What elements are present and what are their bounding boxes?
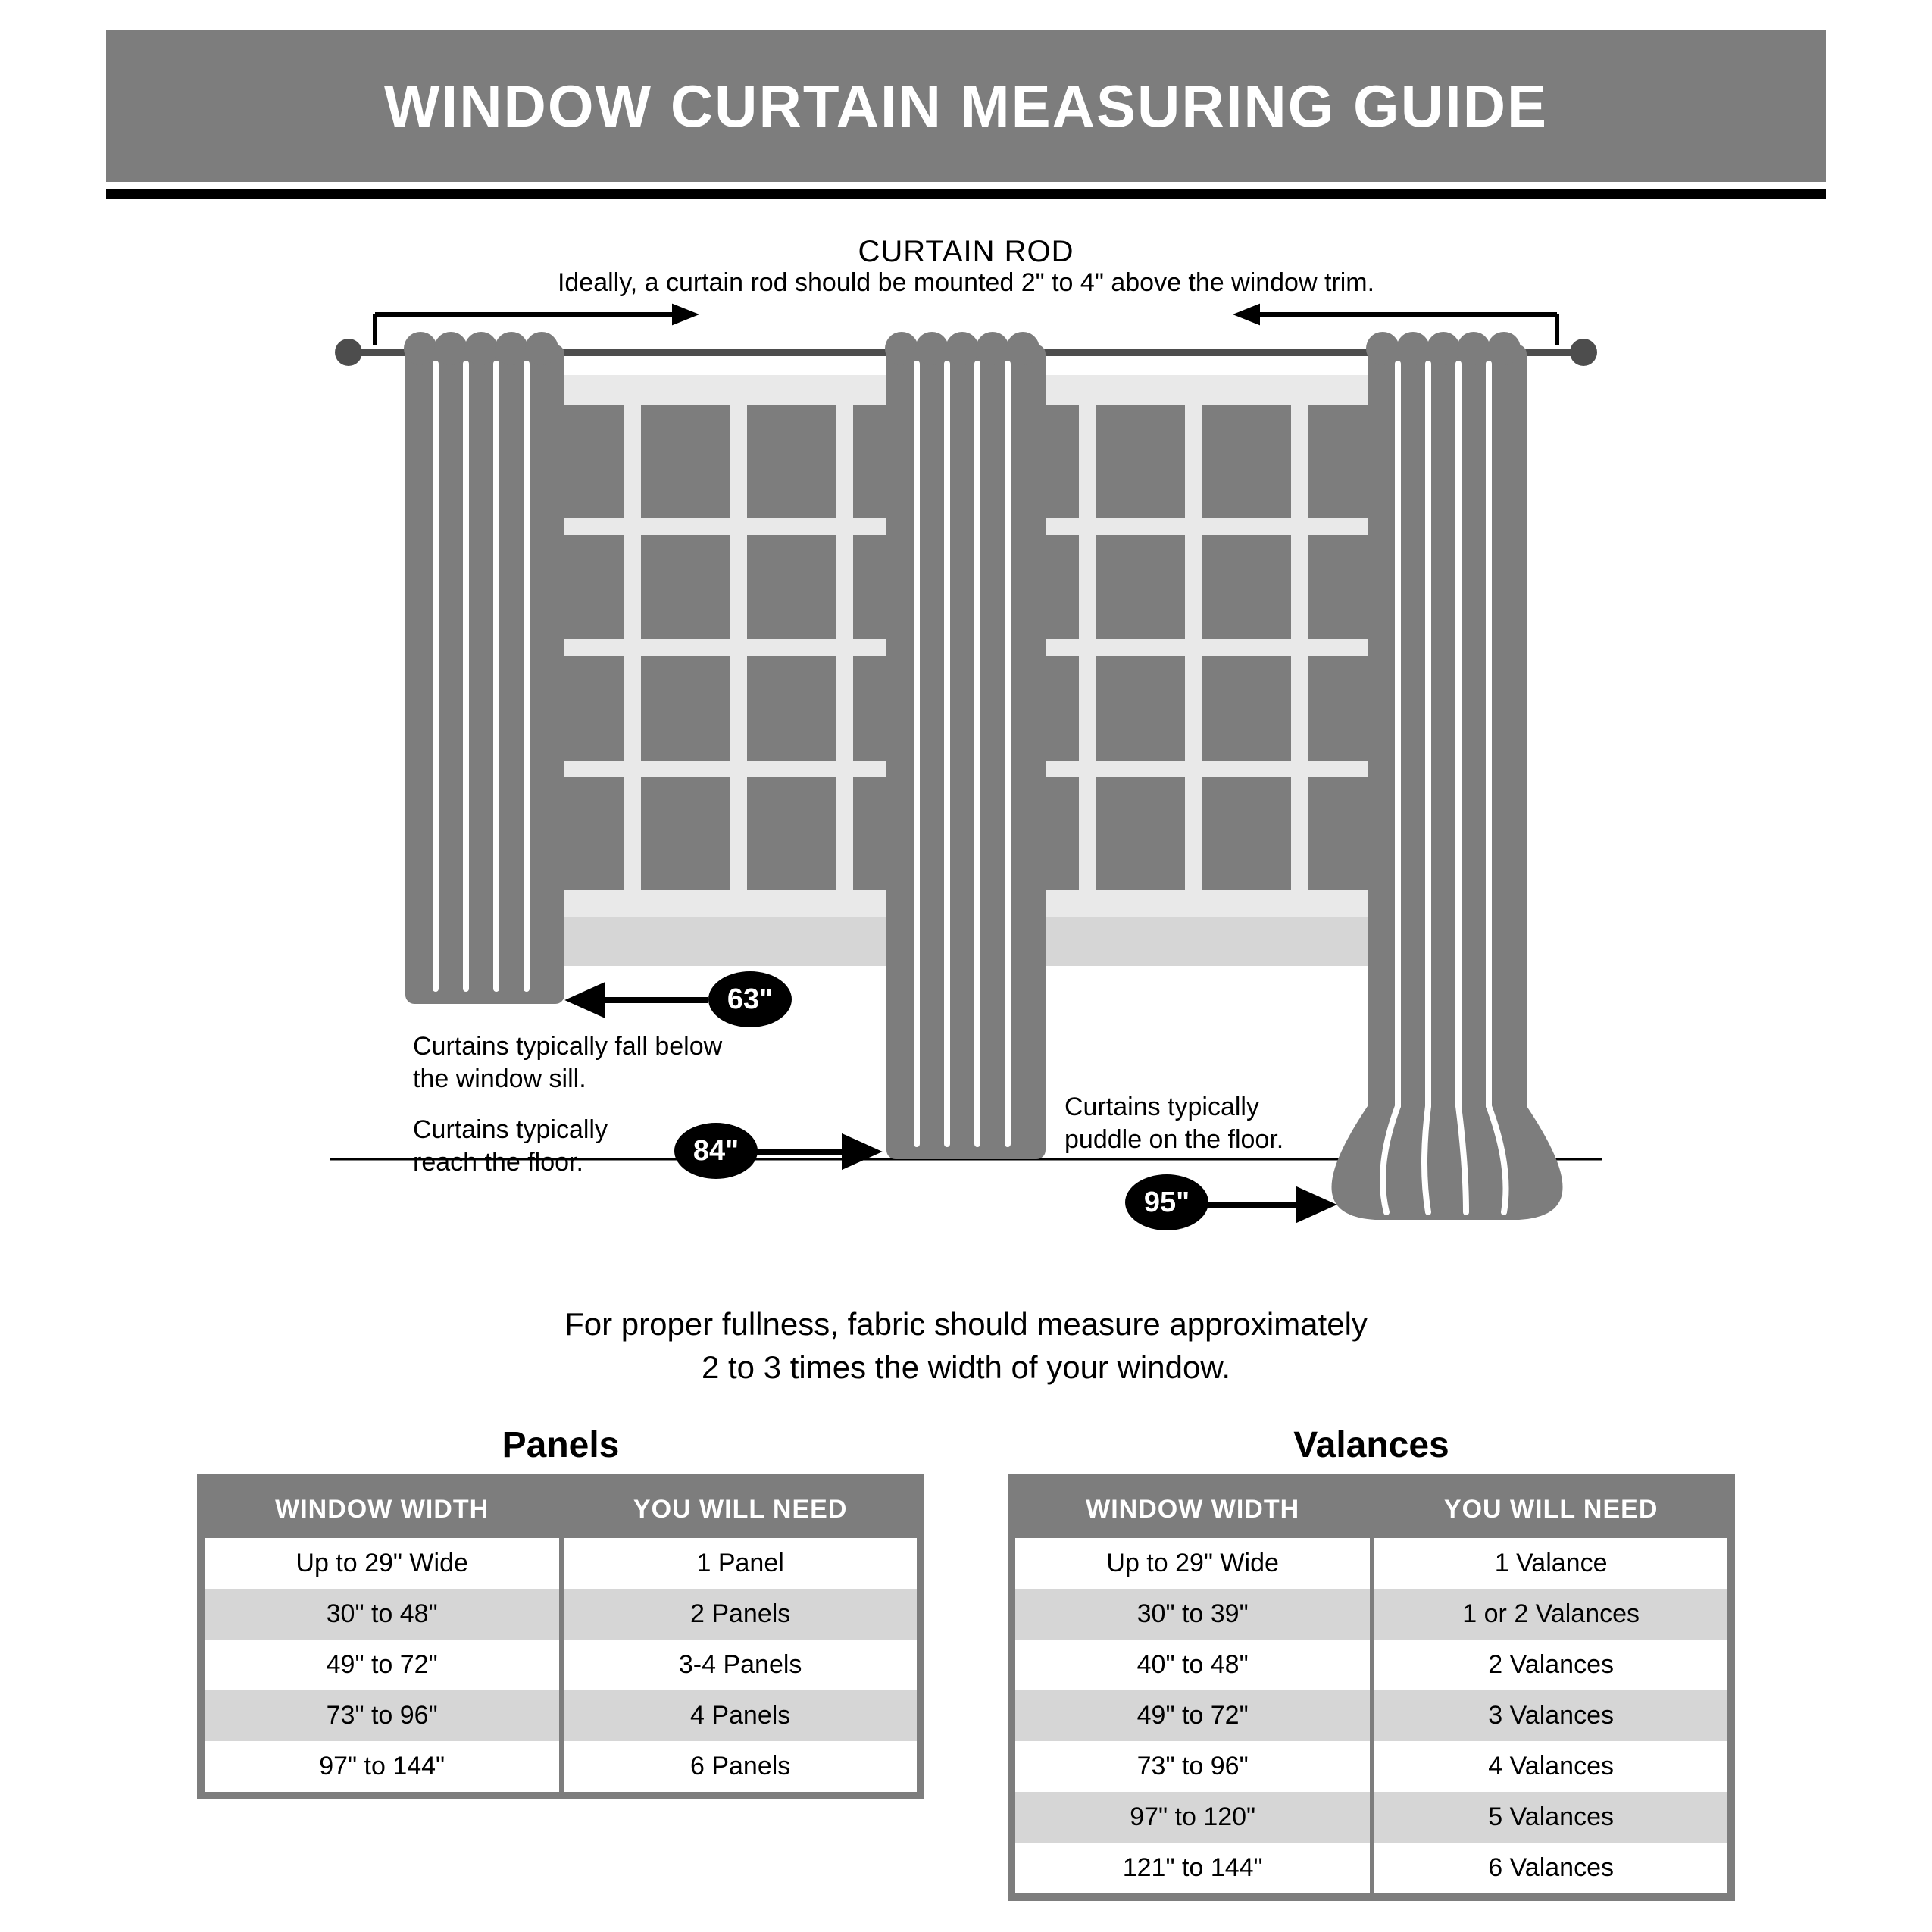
- table-row: Up to 29" Wide1 Valance: [1015, 1538, 1727, 1589]
- valances-cell: 5 Valances: [1374, 1792, 1727, 1843]
- table-row: 30" to 48"2 Panels: [205, 1589, 917, 1640]
- panels-cell: 73" to 96": [205, 1690, 564, 1741]
- panels-cell: 49" to 72": [205, 1640, 564, 1690]
- panels-table-block: Panels WINDOW WIDTH YOU WILL NEED Up to …: [197, 1424, 924, 1799]
- badge-95: 95": [1125, 1174, 1208, 1230]
- valances-cell: 4 Valances: [1374, 1741, 1727, 1792]
- valances-cell: 1 Valance: [1374, 1538, 1727, 1589]
- arrow-95: [1208, 1191, 1330, 1218]
- valances-cell: 73" to 96": [1015, 1741, 1374, 1792]
- curtain-middle: [885, 332, 1046, 1159]
- note-95-text: Curtains typically puddle on the floor.: [1064, 1093, 1283, 1154]
- header-underline: [106, 189, 1826, 199]
- table-row: 73" to 96"4 Panels: [205, 1690, 917, 1741]
- table-row: 30" to 39"1 or 2 Valances: [1015, 1589, 1727, 1640]
- arrow-63: [572, 986, 708, 1014]
- badge-84: 84": [674, 1123, 758, 1179]
- valances-cell: 49" to 72": [1015, 1690, 1374, 1741]
- note-63-text: Curtains typically fall below the window…: [413, 1032, 722, 1093]
- note-63: Curtains typically fall below the window…: [413, 1030, 754, 1095]
- fullness-note-text: For proper fullness, fabric should measu…: [564, 1306, 1368, 1385]
- badge-63-text: 63": [727, 983, 773, 1016]
- rod-label: CURTAIN ROD: [330, 235, 1602, 269]
- table-row: 49" to 72"3-4 Panels: [205, 1640, 917, 1690]
- valances-cell: 121" to 144": [1015, 1843, 1374, 1893]
- rod-sublabel: Ideally, a curtain rod should be mounted…: [330, 268, 1602, 298]
- panels-cell: 4 Panels: [564, 1690, 917, 1741]
- table-row: 97" to 120"5 Valances: [1015, 1792, 1727, 1843]
- curtain-left: [404, 332, 564, 1004]
- panels-table-title: Panels: [197, 1424, 924, 1466]
- curtain-diagram: CURTAIN ROD Ideally, a curtain rod shoul…: [330, 235, 1602, 1265]
- header-band: WINDOW CURTAIN MEASURING GUIDE: [106, 30, 1826, 182]
- table-row: 49" to 72"3 Valances: [1015, 1690, 1727, 1741]
- note-84: Curtains typically reach the floor.: [413, 1114, 663, 1178]
- panels-cell: 97" to 144": [205, 1741, 564, 1792]
- panels-table: WINDOW WIDTH YOU WILL NEED Up to 29" Wid…: [197, 1474, 924, 1799]
- panels-cell: 3-4 Panels: [564, 1640, 917, 1690]
- note-95: Curtains typically puddle on the floor.: [1064, 1091, 1330, 1155]
- table-row: 40" to 48"2 Valances: [1015, 1640, 1727, 1690]
- badge-63: 63": [708, 971, 792, 1027]
- table-row: 121" to 144"6 Valances: [1015, 1843, 1727, 1893]
- fullness-note: For proper fullness, fabric should measu…: [0, 1303, 1932, 1389]
- badge-95-text: 95": [1144, 1186, 1190, 1219]
- panels-cell: 30" to 48": [205, 1589, 564, 1640]
- valances-cell: 40" to 48": [1015, 1640, 1374, 1690]
- table-row: Up to 29" Wide1 Panel: [205, 1538, 917, 1589]
- panels-cell: 2 Panels: [564, 1589, 917, 1640]
- valances-cell: Up to 29" Wide: [1015, 1538, 1374, 1589]
- valances-cell: 97" to 120": [1015, 1792, 1374, 1843]
- arrow-84: [754, 1138, 875, 1165]
- badge-84-text: 84": [693, 1135, 739, 1168]
- page-title: WINDOW CURTAIN MEASURING GUIDE: [384, 72, 1548, 141]
- valances-cell: 1 or 2 Valances: [1374, 1589, 1727, 1640]
- table-row: 73" to 96"4 Valances: [1015, 1741, 1727, 1792]
- panels-cell: 1 Panel: [564, 1538, 917, 1589]
- valances-col-1: YOU WILL NEED: [1374, 1481, 1727, 1538]
- panels-cell: 6 Panels: [564, 1741, 917, 1792]
- table-row: 97" to 144"6 Panels: [205, 1741, 917, 1792]
- note-84-text: Curtains typically reach the floor.: [413, 1115, 608, 1177]
- valances-cell: 30" to 39": [1015, 1589, 1374, 1640]
- panels-col-0: WINDOW WIDTH: [205, 1481, 564, 1538]
- valances-table-block: Valances WINDOW WIDTH YOU WILL NEED Up t…: [1008, 1424, 1735, 1901]
- valances-table: WINDOW WIDTH YOU WILL NEED Up to 29" Wid…: [1008, 1474, 1735, 1901]
- valances-cell: 2 Valances: [1374, 1640, 1727, 1690]
- tables-area: Panels WINDOW WIDTH YOU WILL NEED Up to …: [197, 1424, 1735, 1901]
- panels-col-1: YOU WILL NEED: [564, 1481, 917, 1538]
- panels-cell: Up to 29" Wide: [205, 1538, 564, 1589]
- valances-col-0: WINDOW WIDTH: [1015, 1481, 1374, 1538]
- valances-cell: 6 Valances: [1374, 1843, 1727, 1893]
- valances-table-title: Valances: [1008, 1424, 1735, 1466]
- valances-cell: 3 Valances: [1374, 1690, 1727, 1741]
